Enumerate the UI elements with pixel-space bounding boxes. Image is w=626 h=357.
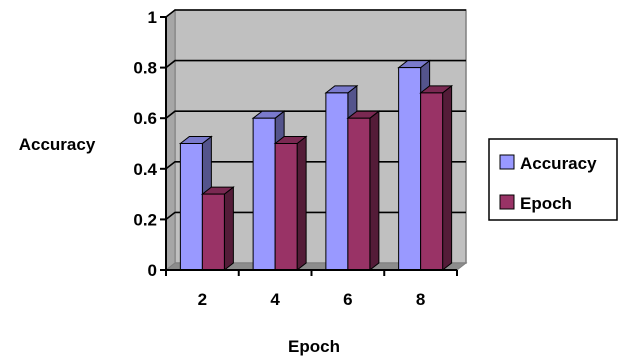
y-tick-label: 0.4	[133, 160, 157, 179]
bar-epoch-2	[200, 186, 235, 272]
x-tick-label: 4	[270, 290, 280, 309]
bar-front-face	[252, 117, 276, 271]
x-tick-label: 6	[343, 290, 352, 309]
y-tick-label: 0.8	[133, 59, 157, 78]
bar-front-face	[420, 92, 444, 271]
gridline	[165, 59, 466, 69]
bar-front-face	[274, 143, 298, 271]
y-tick-label: 0	[148, 261, 157, 280]
bar-epoch-6	[346, 110, 381, 272]
bar-front-face	[179, 143, 203, 271]
bar-front-face	[347, 117, 371, 271]
x-axis-label: Epoch	[288, 337, 340, 356]
gridline	[165, 9, 466, 18]
bar-side-face	[223, 186, 234, 272]
bar-side-face	[369, 110, 380, 272]
x-tick-label: 8	[416, 290, 425, 309]
plot-side-wall	[165, 8, 176, 272]
bar-front-face	[201, 193, 225, 271]
bar-front-face	[325, 92, 349, 271]
bar-epoch-4	[273, 135, 308, 272]
y-axis-label: Accuracy	[19, 135, 96, 154]
y-tick-label: 0.2	[133, 210, 157, 229]
bar-side-face	[296, 135, 307, 272]
y-tick-label: 0.6	[133, 109, 157, 128]
legend-label-epoch: Epoch	[520, 194, 572, 213]
legend-swatch-accuracy	[499, 154, 515, 170]
legend: Accuracy Epoch	[488, 138, 618, 221]
x-tick-label: 2	[198, 290, 207, 309]
y-tick-label: 1	[148, 8, 157, 27]
legend-label-accuracy: Accuracy	[520, 154, 597, 173]
bar-epoch-8	[419, 84, 454, 272]
bar-front-face	[398, 67, 422, 271]
legend-swatch-epoch	[499, 194, 515, 210]
bar-side-face	[442, 84, 453, 272]
